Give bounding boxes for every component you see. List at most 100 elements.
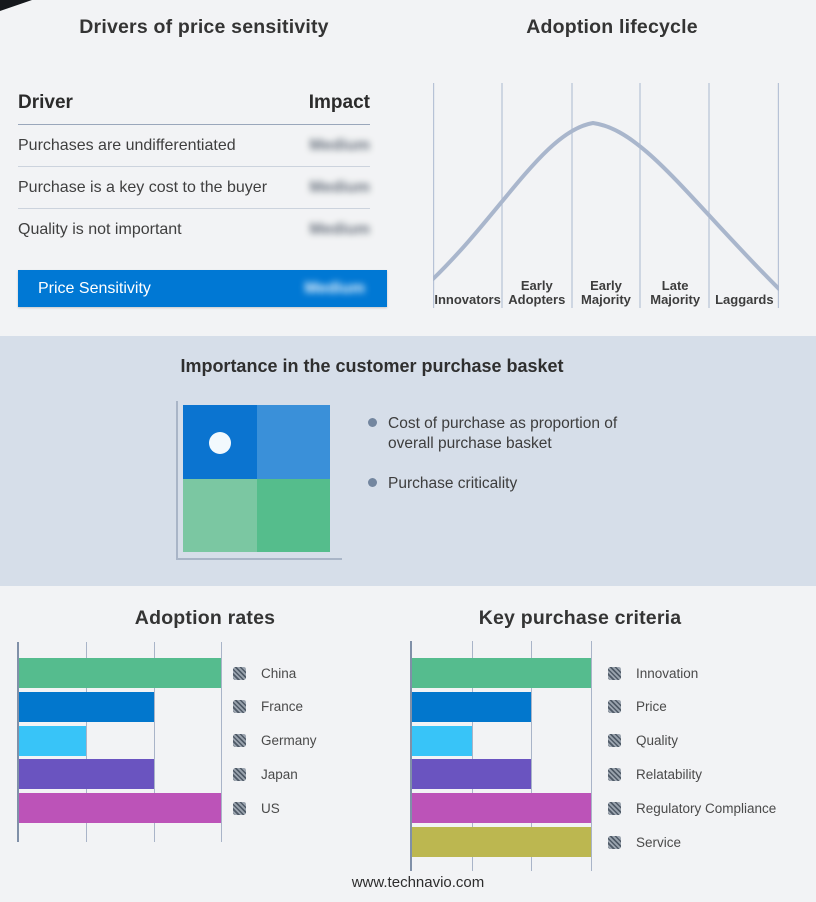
bar-us	[19, 793, 221, 824]
drivers-table-header: Driver Impact	[18, 92, 370, 125]
footer-url[interactable]: www.technavio.com	[351, 874, 485, 891]
legend-item-germany: Germany	[233, 733, 317, 749]
legend-label: Quality	[636, 733, 679, 749]
legend-label: Price	[636, 699, 667, 715]
bar-chart-gridline	[531, 641, 533, 871]
bar-service	[412, 827, 591, 857]
bar-france	[19, 691, 154, 722]
bullet-icon	[368, 418, 377, 427]
driver-cell: Quality is not important	[18, 220, 182, 238]
legend-label: Regulatory Compliance	[636, 800, 777, 816]
bar-chart-axis	[17, 642, 19, 842]
position-marker-dot	[209, 432, 231, 454]
impact-column-header: Impact	[308, 92, 370, 113]
bullet-text: Cost of purchase as proportion of overal…	[388, 415, 618, 453]
bullet-item: Cost of purchase as proportion of overal…	[368, 414, 646, 454]
driver-column-header: Driver	[18, 92, 73, 113]
stage-label: Late Majority	[650, 277, 701, 308]
legend-item-relatability: Relatability	[608, 766, 703, 782]
drivers-panel-title: Drivers of price sensitivity	[79, 16, 329, 38]
legend-swatch-icon	[233, 734, 246, 748]
bar-price	[412, 691, 532, 722]
bullet-item: Purchase criticality	[368, 474, 646, 494]
bar-chart-gridline	[153, 642, 155, 842]
stage-label: Laggards	[715, 292, 774, 308]
basket-bullet-list: Cost of purchase as proportion of overal…	[368, 414, 646, 514]
stage-label: Early Majority	[581, 277, 631, 308]
bar-china	[19, 658, 221, 688]
legend-item-japan: Japan	[233, 766, 298, 782]
price-sensitivity-impact-value: Medium	[304, 279, 365, 297]
driver-row: Quality is not important Medium	[18, 209, 370, 250]
stage-label: Early Adopters	[508, 277, 566, 308]
legend-swatch-icon	[233, 700, 246, 714]
corner-fold-mark	[0, 0, 32, 11]
bar-innovation	[412, 658, 591, 688]
legend-swatch-icon	[608, 767, 621, 781]
driver-row: Purchases are undifferentiated Medium	[18, 125, 370, 167]
purchase-basket-band: Importance in the customer purchase bask…	[0, 336, 816, 586]
bar-chart-gridline	[86, 642, 88, 842]
impact-cell: Medium	[309, 178, 370, 196]
legend-item-france: France	[233, 699, 304, 715]
lifecycle-stage-labels: Innovators Early Adopters Early Majority La…	[433, 270, 779, 308]
lifecycle-gridlines	[433, 83, 779, 308]
quadrant-top-left	[183, 405, 257, 479]
legend-label: Relatability	[636, 766, 703, 782]
legend-label: US	[261, 800, 280, 816]
bar-chart-gridline	[471, 641, 473, 871]
lifecycle-chart	[433, 83, 779, 308]
legend-label: Service	[636, 834, 682, 850]
legend-swatch-icon	[608, 835, 621, 849]
purchase-basket-quadrant	[183, 405, 330, 552]
bar-relatability	[412, 759, 532, 790]
legend-label: China	[261, 665, 297, 681]
bar-quality	[412, 725, 472, 756]
drivers-table-rows: Purchases are undifferentiated Medium Purc…	[18, 125, 387, 250]
quadrant-y-axis	[176, 401, 178, 559]
driver-cell: Purchases are undifferentiated	[18, 136, 236, 154]
legend-swatch-icon	[233, 767, 246, 781]
bullet-text: Purchase criticality	[388, 475, 518, 493]
bullet-icon	[368, 478, 377, 488]
driver-row: Purchase is a key cost to the buyer Mediu…	[18, 167, 370, 209]
driver-cell: Purchase is a key cost to the buyer	[18, 178, 268, 196]
bar-chart-axis	[410, 641, 412, 871]
quadrant-bottom-right	[256, 478, 330, 552]
legend-item-china: China	[233, 665, 297, 681]
bar-germany	[19, 725, 87, 756]
legend-item-innovation: Innovation	[608, 665, 699, 681]
legend-item-service: Service	[608, 834, 682, 850]
stage-label: Innovators	[434, 292, 501, 308]
legend-item-us: US	[233, 800, 280, 816]
price-sensitivity-label: Price Sensitivity	[38, 279, 151, 297]
legend-item-price: Price	[608, 699, 667, 715]
bar-chart-gridline	[220, 642, 222, 842]
legend-swatch-icon	[608, 700, 621, 714]
quadrant-bottom-left	[183, 478, 257, 552]
key-purchase-criteria-title: Key purchase criteria	[478, 607, 682, 629]
legend-label: Innovation	[636, 665, 699, 681]
adoption-rates-title: Adoption rates	[134, 607, 276, 629]
legend-swatch-icon	[608, 734, 621, 748]
legend-item-quality: Quality	[608, 733, 679, 749]
legend-swatch-icon	[608, 666, 621, 680]
price-sensitivity-highlight-row: Price Sensitivity Medium	[18, 270, 387, 307]
basket-panel-title: Importance in the customer purchase bask…	[180, 356, 564, 376]
bar-regulatory-compliance	[412, 793, 591, 824]
impact-cell: Medium	[309, 220, 370, 238]
lifecycle-curve	[433, 120, 779, 291]
drivers-table: Driver Impact Purchases are undifferenti…	[18, 92, 387, 250]
impact-cell: Medium	[309, 136, 370, 154]
legend-item-regulatory-compliance: Regulatory Compliance	[608, 800, 777, 816]
legend-swatch-icon	[233, 801, 246, 815]
quadrant-x-axis	[176, 558, 342, 560]
quadrant-top-right	[256, 405, 330, 479]
legend-label: Japan	[261, 766, 298, 782]
bar-chart-gridline	[590, 641, 592, 871]
legend-label: France	[261, 699, 304, 715]
legend-label: Germany	[261, 733, 317, 749]
lifecycle-panel-title: Adoption lifecycle	[526, 16, 698, 38]
legend-swatch-icon	[608, 801, 621, 815]
